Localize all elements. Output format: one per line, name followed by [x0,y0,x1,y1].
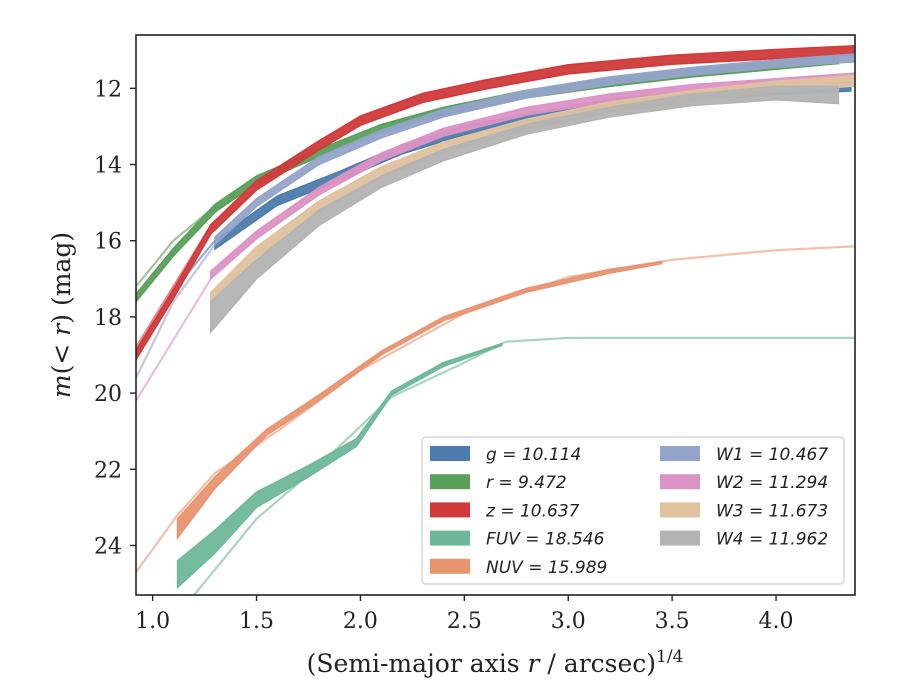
y-tick-label: 20 [94,382,122,407]
series-band-w1 [214,53,855,247]
legend-label-nuv: NUV = 15.989 [486,558,607,578]
y-axis-label: m(< r) (mag) [47,232,76,398]
y-tick-label: 12 [94,77,122,102]
series-band-w2 [210,72,855,281]
y-tick-label: 18 [94,306,122,331]
plot-frame [135,34,856,596]
legend-swatch-g [430,446,470,461]
legend-label-w1: W1 = 10.467 [716,445,828,465]
series-band-fuv [176,342,503,590]
series-faint-line-w1 [136,243,216,379]
x-tick-label: 3.5 [655,609,690,634]
y-tick-label: 14 [94,154,122,179]
legend-label-r: r = 9.472 [486,473,567,493]
x-tick-label: 2.5 [447,609,482,634]
y-tick-label: 24 [94,534,122,559]
x-tick-label: 4.0 [759,609,794,634]
legend-swatch-w1 [660,446,700,461]
legend-label-w4: W4 = 11.962 [716,530,828,550]
y-tick-label: 16 [94,230,122,255]
plot-area [136,44,855,595]
legend-frame [421,436,845,585]
legend-swatch-r [430,474,470,490]
x-axis-label: (Semi-major axis r / arcsec)1/4 [307,647,684,678]
legend-swatch-z [430,502,470,518]
legend-label-g: g = 10.114 [486,445,581,465]
x-tick-label: 3.0 [551,609,586,634]
series-faint-line-nuv [136,245,855,573]
legend-swatch-w4 [660,530,700,546]
legend-label-z: z = 10.637 [485,501,580,521]
x-tick-label: 1.5 [239,609,274,634]
legend-label-w2: W2 = 11.294 [716,473,828,493]
legend-swatch-nuv [430,558,470,574]
legend-swatch-w3 [660,502,700,518]
legend-swatch-w2 [660,474,700,490]
legend-label-fuv: FUV = 18.546 [486,530,605,550]
series-faint-line-r [136,205,216,288]
series-band-z [136,44,855,362]
x-tick-label: 2.0 [343,609,378,634]
x-tick-label: 1.0 [135,609,170,634]
series-band-w4 [210,85,840,335]
legend-label-w3: W3 = 11.673 [716,501,828,521]
y-tick-label: 22 [94,458,122,483]
series-faint-line-w2 [136,278,212,402]
series-band-nuv [176,260,663,541]
legend: g = 10.114 r = 9.472 z = 10.637 FUV = 18.54… [421,436,845,585]
legend-swatch-fuv [430,530,470,546]
series-faint-line-fuv [193,336,855,595]
